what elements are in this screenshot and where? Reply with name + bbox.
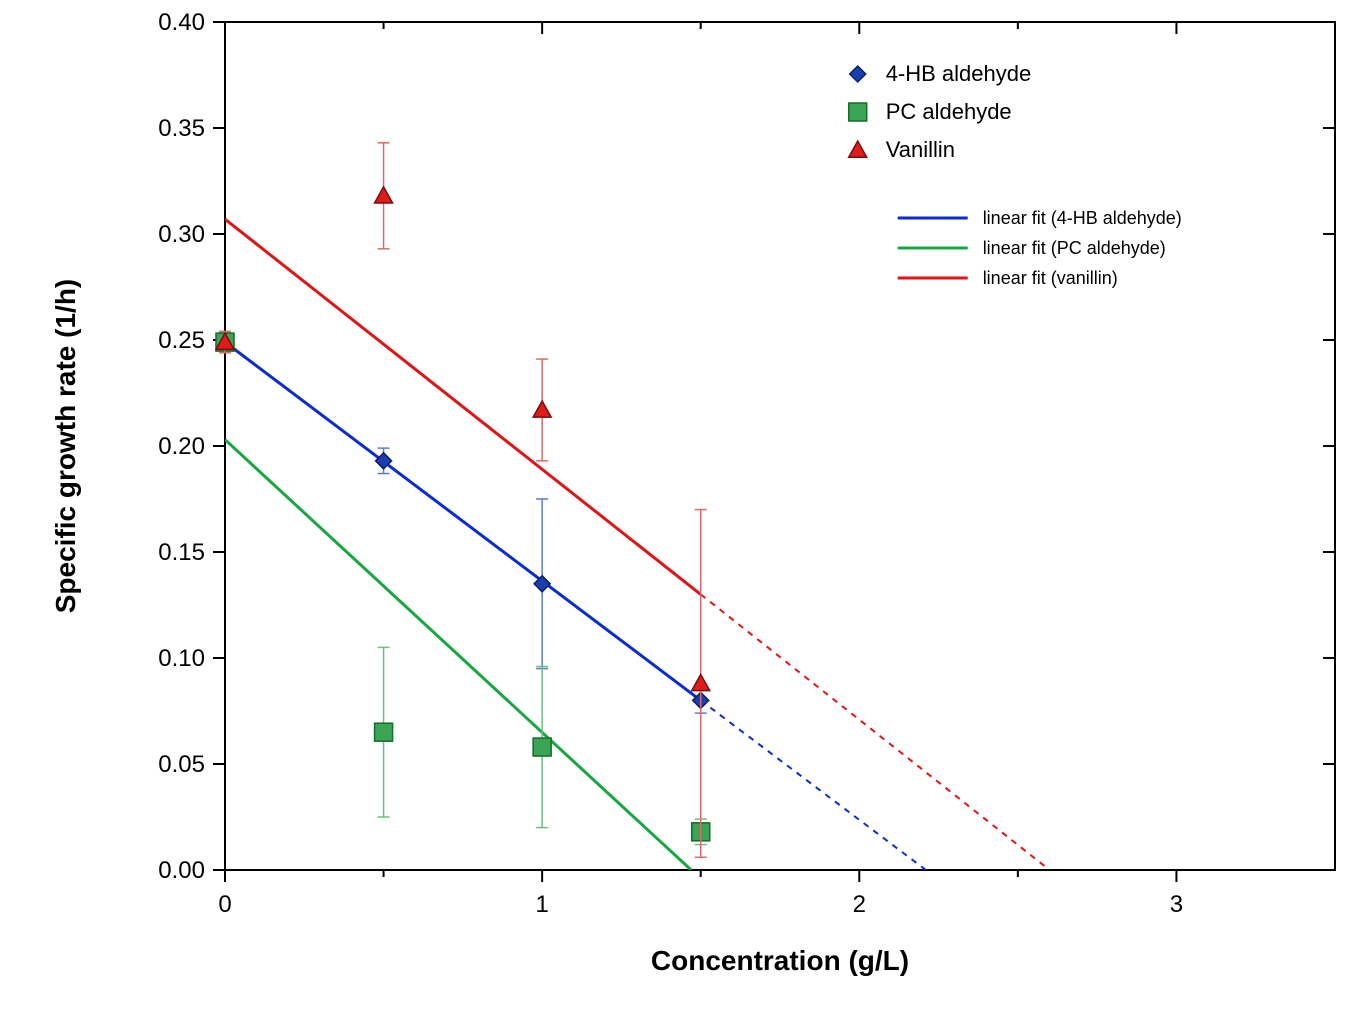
y-tick-label: 0.00	[158, 857, 205, 884]
chart-container: 0 1 2 3 0.00 0.05 0.10 0.15 0.20 0.25 0.30 0.35 0.40…	[0, 0, 1354, 1026]
legend-label: PC aldehyde	[886, 99, 1012, 124]
x-tick-label: 0	[218, 891, 231, 918]
y-tick-label: 0.20	[158, 433, 205, 460]
legend-line-label: linear fit (vanillin)	[983, 268, 1118, 288]
y-tick-label: 0.15	[158, 539, 205, 566]
y-tick-label: 0.40	[158, 9, 205, 36]
data-marker	[533, 738, 551, 756]
y-tick-label: 0.25	[158, 327, 205, 354]
data-marker	[375, 723, 393, 741]
y-tick-label: 0.10	[158, 645, 205, 672]
legend-line-label: linear fit (PC aldehyde)	[983, 238, 1166, 258]
y-tick-label: 0.30	[158, 221, 205, 248]
legend-label: Vanillin	[886, 137, 955, 162]
x-tick-label: 1	[535, 891, 548, 918]
x-axis-label: Concentration (g/L)	[651, 945, 909, 976]
x-tick-label: 3	[1170, 891, 1183, 918]
legend-marker	[849, 103, 867, 121]
legend-label: 4-HB aldehyde	[886, 61, 1032, 86]
legend-line-label: linear fit (4-HB aldehyde)	[983, 208, 1182, 228]
y-tick-label: 0.35	[158, 115, 205, 142]
chart-svg: 0 1 2 3 0.00 0.05 0.10 0.15 0.20 0.25 0.30 0.35 0.40…	[0, 0, 1354, 1026]
y-axis-label: Specific growth rate (1/h)	[50, 279, 81, 614]
x-tick-label: 2	[853, 891, 866, 918]
y-tick-label: 0.05	[158, 751, 205, 778]
